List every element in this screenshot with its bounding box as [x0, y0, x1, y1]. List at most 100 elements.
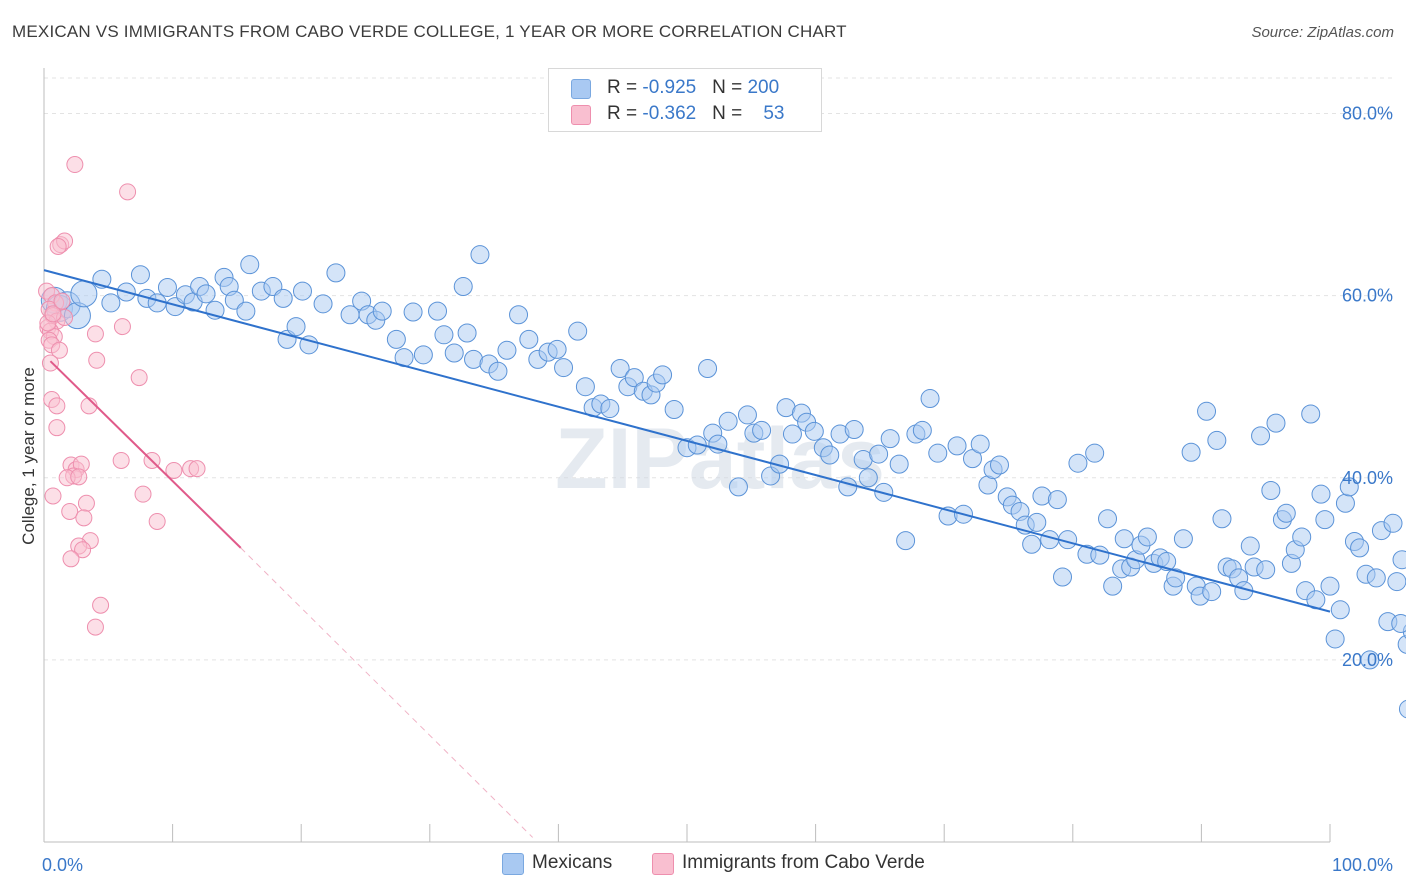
mexicans-point-140 — [1181, 442, 1201, 462]
mexicans-point-77 — [737, 405, 757, 425]
cabo-verde-point-52 — [53, 292, 71, 310]
mexicans-point-129 — [1114, 529, 1134, 549]
mexicans-point-94 — [869, 444, 889, 464]
y-tick-label-1: 40.0% — [1342, 468, 1393, 488]
mexicans-point-93 — [858, 468, 878, 488]
mexicans-point-170 — [1335, 493, 1355, 513]
mexicans-point-120 — [1053, 567, 1073, 587]
cabo-verde-point-0 — [66, 156, 84, 174]
y-tick-label-3: 80.0% — [1342, 104, 1393, 124]
mexicans-point-52 — [519, 329, 539, 349]
mexicans-point-22 — [240, 255, 260, 275]
mexicans-point-90 — [838, 477, 858, 497]
mexicans-point-69 — [664, 399, 684, 419]
cabo-verde-point-46 — [74, 541, 92, 559]
cabo-verde-point-42 — [75, 509, 93, 527]
mexicans-point-151 — [1240, 536, 1260, 556]
mexicans-point-8 — [130, 265, 150, 285]
y-tick-label-0: 20.0% — [1342, 650, 1393, 670]
mexicans-point-107 — [970, 434, 990, 454]
mexicans-point-27 — [286, 317, 306, 337]
cabo-verde-point-32 — [165, 461, 183, 479]
mexicans-point-144 — [1202, 582, 1222, 602]
mexicans-point-37 — [386, 329, 406, 349]
mexicans-point-98 — [896, 531, 916, 551]
cabo-verde-point-41 — [61, 502, 79, 520]
cabo-verde-point-39 — [134, 485, 152, 503]
mexicans-point-106 — [962, 449, 982, 469]
mexicans-point-143 — [1197, 401, 1217, 421]
mexicans-point-4 — [70, 280, 98, 308]
cabo-verde-point-1 — [119, 183, 137, 201]
mexicans-point-117 — [1032, 486, 1052, 506]
cabo-verde-point-49 — [86, 618, 104, 636]
mexicans-point-58 — [575, 377, 595, 397]
mexicans-point-49 — [488, 361, 508, 381]
mexicans-point-51 — [509, 305, 529, 325]
mexicans-point-181 — [1392, 550, 1406, 570]
mexicans-point-44 — [453, 277, 473, 297]
gridlines — [44, 77, 1392, 661]
cabo-verde-point-37 — [70, 468, 88, 486]
series-mexicans — [40, 245, 1406, 719]
cabo-verde-point-20 — [41, 354, 59, 372]
cabo-verde-point-51 — [44, 305, 62, 323]
mexicans-point-20 — [224, 290, 244, 310]
mexicans-point-173 — [1350, 538, 1370, 558]
bottom-legend-label-cabo-verde: Immigrants from Cabo Verde — [682, 852, 925, 873]
mexicans-point-11 — [157, 277, 177, 297]
cabo-verde-trend-line — [49, 360, 242, 549]
mexicans-point-31 — [326, 263, 346, 283]
mexicans-point-10 — [147, 293, 167, 313]
mexicans-point-166 — [1315, 510, 1335, 530]
mexicans-point-165 — [1311, 484, 1331, 504]
mexicans-point-115 — [1022, 534, 1042, 554]
mexicans-point-176 — [1366, 568, 1386, 588]
mexicans-point-179 — [1383, 513, 1403, 533]
mexicans-point-30 — [313, 294, 333, 314]
mexicans-point-171 — [1339, 477, 1359, 497]
cabo-verde-point-4 — [49, 237, 67, 255]
mexicans-point-145 — [1207, 430, 1227, 450]
mexicans-point-72 — [698, 358, 718, 378]
mexicans-point-86 — [804, 421, 824, 441]
mexicans-point-168 — [1325, 629, 1345, 649]
mexicans-point-79 — [752, 420, 772, 440]
mexicans-point-169 — [1330, 600, 1350, 620]
legend-swatch-cabo-verde — [571, 105, 591, 125]
mexicans-point-16 — [196, 284, 216, 304]
mexicans-point-6 — [101, 293, 121, 313]
mexicans-point-158 — [1276, 503, 1296, 523]
mexicans-point-139 — [1173, 529, 1193, 549]
mexicans-point-189 — [1391, 613, 1406, 633]
mexicans-point-182 — [1397, 634, 1406, 654]
mexicans-point-39 — [403, 302, 423, 322]
mexicans-point-76 — [728, 477, 748, 497]
cabo-verde-point-24 — [48, 397, 66, 415]
legend-r-value: -0.925 — [642, 77, 697, 98]
mexicans-point-138 — [1166, 568, 1186, 588]
cabo-verde-point-47 — [62, 550, 80, 568]
cabo-verde-point-17 — [50, 341, 68, 359]
mexicans-point-110 — [989, 455, 1009, 475]
mexicans-point-104 — [947, 436, 967, 456]
axes — [43, 68, 1331, 843]
mexicans-point-62 — [610, 358, 630, 378]
tick-labels: 20.0% 40.0% 60.0% 80.0% 0.0% 100.0% — [42, 104, 1393, 875]
cabo-verde-point-40 — [77, 494, 95, 512]
mexicans-point-161 — [1292, 527, 1312, 547]
correlation-legend: R = -0.925 N = 200 R = -0.362 N = 53 — [548, 68, 822, 132]
mexicans-point-126 — [1098, 509, 1118, 529]
x-tick-label-0: 0.0% — [42, 855, 83, 875]
cabo-verde-point-27 — [112, 451, 130, 469]
chart-source: Source: ZipAtlas.com — [1251, 24, 1394, 41]
mexicans-point-97 — [889, 454, 909, 474]
bottom-legend-swatch-cabo-verde — [652, 853, 674, 875]
legend-n-value: 53 — [763, 103, 785, 124]
mexicans-point-175 — [1360, 650, 1380, 670]
cabo-verde-point-22 — [130, 369, 148, 387]
mexicans-point-96 — [880, 429, 900, 449]
legend-r-value: -0.362 — [642, 103, 697, 124]
legend-n-label: N = — [712, 77, 748, 98]
